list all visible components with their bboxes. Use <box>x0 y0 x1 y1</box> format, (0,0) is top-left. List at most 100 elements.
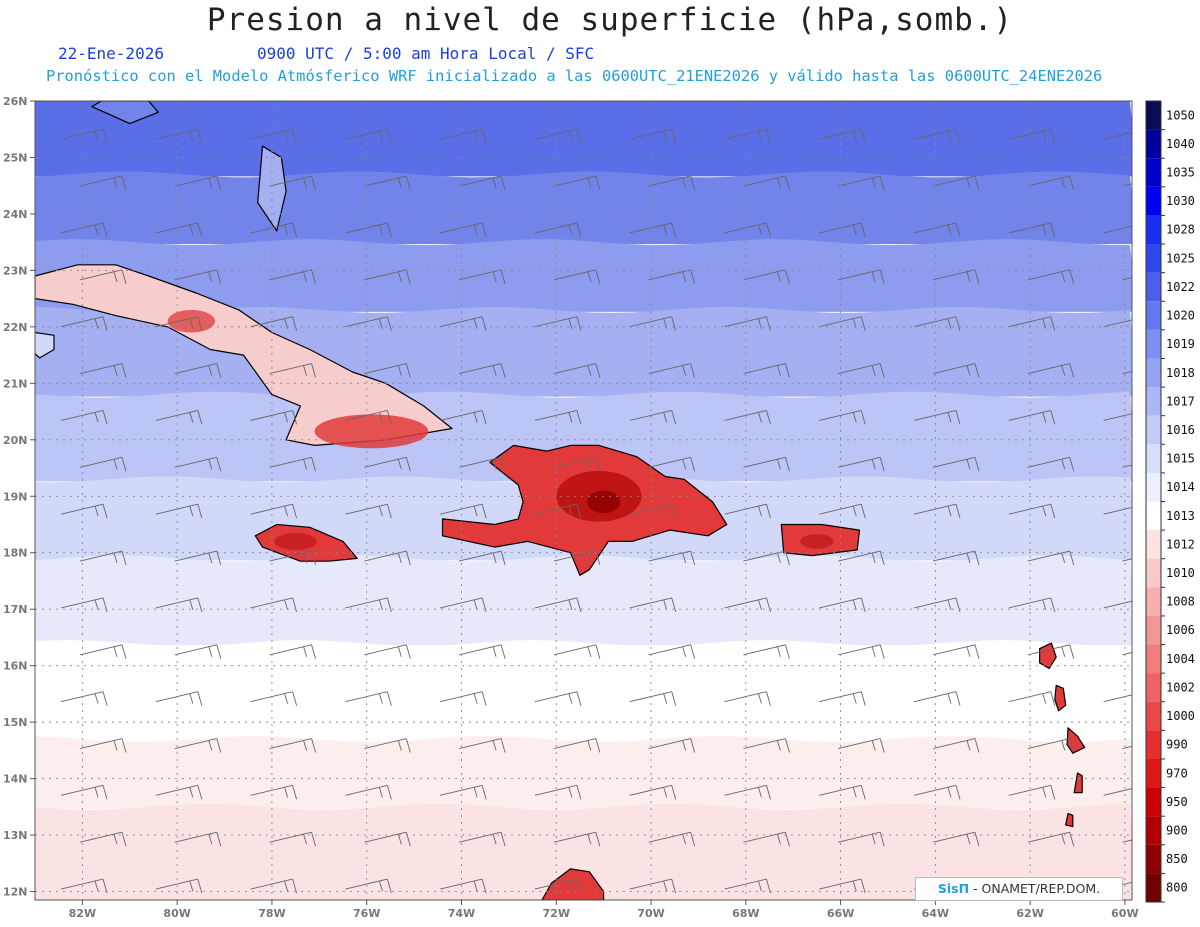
lat-label: 19N <box>3 490 28 503</box>
wind-barb-shaft <box>440 409 483 421</box>
wind-barb-shaft <box>459 831 502 843</box>
colorbar-segment <box>1146 730 1161 759</box>
wind-barb-shaft <box>913 503 957 515</box>
wind-barb <box>174 738 222 753</box>
wind-barb-shaft <box>155 128 198 140</box>
wind-barb <box>819 878 866 894</box>
wind-barb <box>440 503 487 519</box>
wind-barb-flag <box>284 880 289 892</box>
wind-barb-shaft <box>553 738 596 749</box>
wind-barb <box>1008 128 1056 144</box>
wind-barb <box>155 128 203 144</box>
wind-barb-flag <box>481 504 487 519</box>
wind-barb-flag <box>766 878 771 894</box>
wind-barb-shaft <box>345 784 388 796</box>
wind-barb-shaft <box>364 738 407 749</box>
wind-barb <box>724 878 771 894</box>
wind-barb-shaft <box>743 269 786 281</box>
wind-barb-flag <box>860 785 866 800</box>
wind-barb <box>553 175 601 191</box>
wind-barb <box>1008 409 1056 425</box>
wind-barb-flag <box>378 506 383 517</box>
wind-barb-flag <box>189 693 194 704</box>
wind-barb-flag <box>94 599 99 611</box>
wind-barb-shaft <box>1103 600 1132 609</box>
wind-barb-flag <box>113 459 118 470</box>
wind-barb <box>269 456 316 472</box>
wind-barb-flag <box>852 506 857 517</box>
wind-barb-flag <box>208 177 213 189</box>
wind-barb-flag <box>378 224 383 236</box>
wind-barb-shaft <box>269 456 312 468</box>
wind-barb-flag <box>587 834 592 845</box>
wind-barb-flag <box>481 316 487 331</box>
wind-barb-shaft <box>1027 550 1070 562</box>
pressure-bands <box>35 101 1132 900</box>
lon-label: 62W <box>1016 907 1043 920</box>
wind-barb-flag <box>879 269 885 284</box>
wind-barb <box>932 363 980 378</box>
pressure-band <box>35 803 1132 900</box>
wind-barb <box>250 784 298 800</box>
wind-barb-flag <box>852 787 857 798</box>
wind-barb-shaft <box>1027 456 1070 468</box>
colorbar-label: 1006 <box>1166 623 1195 637</box>
wind-barb <box>364 738 411 753</box>
wind-barb <box>60 503 108 519</box>
wind-barb-shaft <box>459 269 502 281</box>
wind-barb-flag <box>682 740 687 751</box>
wind-barb-shaft <box>79 738 123 749</box>
pressure-maximum <box>587 490 621 514</box>
wind-barb-flag <box>587 365 592 376</box>
wind-barb-flag <box>405 175 411 191</box>
wind-barb-flag <box>758 599 762 611</box>
wind-barb-flag <box>671 410 677 425</box>
wind-barb-flag <box>758 506 762 517</box>
wind-barb-flag <box>208 740 213 751</box>
wind-barb <box>648 644 696 659</box>
wind-barb-flag <box>776 740 781 751</box>
wind-barb <box>838 175 885 191</box>
lat-label: 18N <box>3 547 28 560</box>
wind-barb-flag <box>378 318 383 329</box>
pressure-band <box>35 736 1132 809</box>
wind-barb <box>269 738 316 753</box>
wind-barb-flag <box>492 459 497 470</box>
wind-barb-flag <box>671 691 677 706</box>
wind-barb <box>345 784 392 800</box>
wind-barb <box>1008 784 1056 800</box>
wind-barb <box>932 831 980 847</box>
wind-barb-flag <box>1069 738 1075 753</box>
colorbar-segment <box>1146 215 1161 245</box>
wind-barb-flag <box>378 880 383 892</box>
colorbar-label: 1002 <box>1166 680 1195 694</box>
wind-barb-flag <box>1042 693 1047 704</box>
wind-barb-flag <box>587 552 592 564</box>
wind-barb-shaft <box>269 550 312 562</box>
colorbar-segment <box>1146 844 1161 874</box>
wind-barb <box>648 456 696 472</box>
wind-barb <box>79 175 127 191</box>
wind-barb <box>1122 558 1132 562</box>
wind-barb-shaft <box>1122 464 1132 468</box>
wind-barb-shaft <box>819 784 862 796</box>
wind-barb-flag <box>690 457 696 472</box>
wind-barb-shaft <box>1122 745 1132 749</box>
wind-barb-flag <box>284 787 289 798</box>
wind-barb-flag <box>595 832 601 847</box>
wind-barb <box>913 409 961 425</box>
wind-barb-flag <box>576 691 582 706</box>
wind-barb-shaft <box>629 128 672 140</box>
wind-barb-flag <box>671 785 677 800</box>
colorbar-segment <box>1146 444 1161 473</box>
wind-barb-flag <box>378 599 383 611</box>
colorbar-label: 1019 <box>1166 337 1195 351</box>
wind-barb-flag <box>397 834 402 845</box>
wind-barb-flag <box>974 269 980 284</box>
colorbar-label: 1016 <box>1166 423 1195 437</box>
wind-barb-flag <box>500 832 506 847</box>
wind-barb-shaft <box>648 738 691 749</box>
wind-barb <box>174 269 222 284</box>
wind-barb-flag <box>871 552 876 564</box>
wind-barb-shaft <box>932 831 976 843</box>
